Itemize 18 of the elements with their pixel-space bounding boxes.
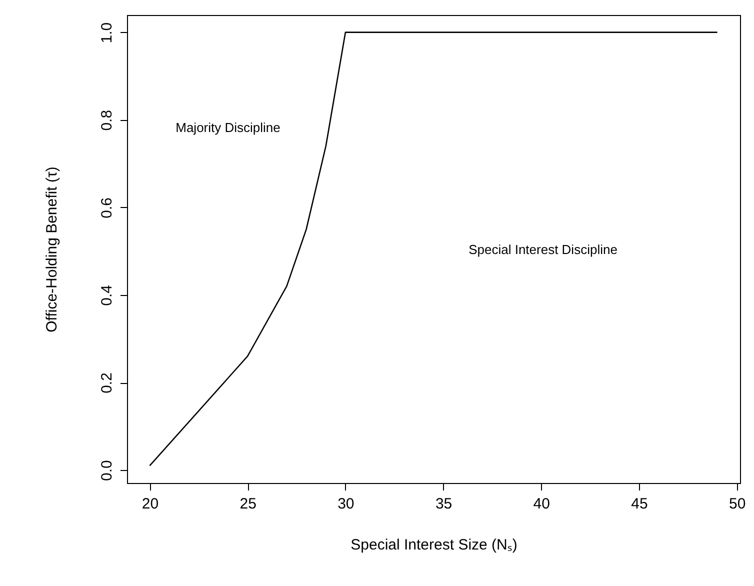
x-tick-label: 50 [729,496,746,512]
annotation: Special Interest Discipline [468,242,618,257]
x-tick-label: 30 [338,496,354,512]
x-tick-label: 40 [533,496,550,512]
line-series [149,32,718,466]
annotation: Majority Discipline [176,120,280,135]
y-tick-label: 0.8 [98,110,116,131]
y-tick-label: 0.0 [98,460,116,481]
x-tick-label: 20 [142,496,159,512]
y-tick-label: 0.4 [98,285,116,306]
x-tick-label: 35 [435,496,452,512]
x-tick-label: 45 [631,496,648,512]
x-axis-title: Special Interest Size (Nₛ) [350,536,518,554]
y-tick-label: 1.0 [98,22,116,44]
x-tick-label: 25 [240,496,256,512]
y-axis-title: Office-Holding Benefit (τ) [44,166,60,332]
y-tick-label: 0.6 [98,197,116,218]
y-tick-label: 0.2 [98,372,116,394]
